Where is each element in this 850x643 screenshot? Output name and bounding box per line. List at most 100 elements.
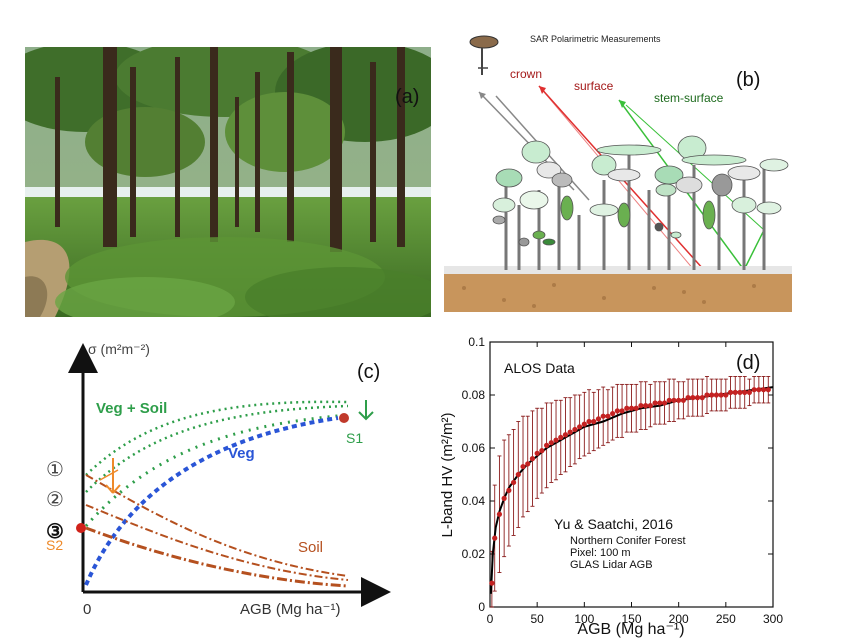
data-point: [586, 418, 592, 425]
annotation-line-1: Northern Conifer Forest: [570, 535, 686, 547]
veg-soil-label: Veg + Soil: [96, 400, 167, 417]
data-point: [548, 440, 554, 446]
data-point: [638, 403, 644, 409]
orange-down-arrow: [105, 458, 121, 494]
data-point: [600, 413, 606, 419]
data-point: [501, 495, 507, 501]
origin-label: 0: [83, 601, 91, 618]
veg-curve: [84, 416, 339, 586]
x-tick-label: 150: [621, 612, 641, 626]
data-point: [510, 479, 517, 486]
data-point: [760, 387, 767, 393]
y-tick-label: 0.06: [462, 441, 486, 455]
data-point: [694, 395, 701, 401]
marker-2: ②: [46, 489, 64, 511]
data-point: [756, 387, 762, 393]
y-axis-title: L-band HV (m²/m²): [439, 412, 456, 537]
data-point: [624, 405, 630, 411]
veg-label: Veg: [228, 445, 255, 462]
crown-label: crown: [510, 67, 542, 81]
data-point: [680, 397, 686, 403]
soil-curve-3: [85, 526, 349, 588]
data-point: [567, 429, 573, 435]
marker-3: ③: [46, 521, 64, 543]
data-point: [742, 389, 748, 395]
data-point: [676, 397, 682, 403]
y-axis-label: σ (m²m⁻²): [88, 341, 150, 357]
data-point: [699, 395, 705, 401]
sar-diagram-svg: SAR Polarimetric Measurements (b) crown …: [444, 34, 792, 312]
data-point: [643, 403, 649, 409]
annotation-line-2: Pixel: 100 m: [570, 547, 631, 559]
data-point: [718, 392, 724, 398]
data-point: [737, 389, 743, 395]
data-point: [496, 511, 503, 517]
data-point: [558, 434, 564, 440]
backscatter-concept: σ (m²m⁻²) AGB (Mg ha⁻¹) 0 (c) Veg + Soil…: [28, 330, 400, 620]
x-axis-title: AGB (Mg ha⁻¹): [577, 621, 684, 638]
data-point: [727, 389, 734, 395]
data-point: [520, 463, 526, 470]
data-point: [709, 392, 715, 398]
data-point: [746, 389, 753, 395]
x-tick-label: 50: [530, 612, 544, 626]
data-point: [765, 387, 771, 393]
x-tick-label: 250: [716, 612, 736, 626]
data-point: [751, 387, 757, 393]
data-point: [619, 408, 625, 414]
data-point: [614, 408, 620, 414]
y-tick-label: 0.08: [462, 388, 486, 402]
soil-curve-2: [85, 504, 349, 581]
data-point: [577, 424, 583, 430]
data-point: [489, 580, 495, 586]
veg-soil-curve-2: [85, 404, 349, 493]
concept-svg: σ (m²m⁻²) AGB (Mg ha⁻¹) 0 (c) Veg + Soil…: [46, 341, 391, 618]
stem-surface-label: stem-surface: [654, 91, 724, 105]
s1-arrow: [358, 400, 374, 421]
x-tick-label: 300: [763, 612, 783, 626]
sar-diagram: SAR Polarimetric Measurements (b) crown …: [444, 30, 792, 312]
s1-label: S1: [346, 430, 363, 446]
x-tick-label: 100: [574, 612, 594, 626]
data-point: [666, 397, 672, 403]
alos-chart-svg: 0 50 100 150 200 250 300 0 0.02 0.04 0.06 0.08 0.1 A…: [439, 335, 783, 638]
data-point: [723, 392, 729, 398]
annotation-title: Yu & Saatchi, 2016: [554, 516, 673, 532]
data-point: [595, 416, 602, 422]
data-point: [713, 392, 719, 398]
y-tick-label: 0: [478, 600, 485, 614]
annotation-line-3: GLAS Lidar AGB: [570, 559, 653, 571]
veg-soil-curve-3: [84, 413, 349, 527]
data-point: [647, 403, 653, 409]
marker-1: ①: [46, 459, 64, 481]
data-point: [539, 448, 545, 454]
data-point: [605, 413, 611, 419]
data-point: [690, 395, 696, 401]
x-axis-label: AGB (Mg ha⁻¹): [240, 601, 340, 618]
data-point: [562, 432, 569, 438]
forest-photo: (a): [0, 37, 455, 327]
soil-curve-1: [85, 474, 349, 577]
data-point: [529, 456, 536, 462]
chart-title: ALOS Data: [504, 360, 575, 376]
data-point: [704, 392, 710, 398]
data-point: [685, 395, 691, 401]
s2-label: S2: [46, 537, 63, 553]
data-point: [506, 487, 512, 493]
data-point: [525, 461, 531, 467]
data-point: [732, 389, 738, 395]
veg-soil-curve-1: [85, 400, 349, 476]
data-point: [671, 397, 677, 403]
panel-d-label: (d): [736, 352, 760, 374]
data-point: [544, 442, 550, 448]
y-tick-label: 0.1: [468, 335, 485, 349]
s1-marker: [339, 413, 349, 423]
data-point: [628, 405, 635, 411]
y-tick-label: 0.04: [462, 494, 486, 508]
surface-label: surface: [574, 79, 614, 93]
data-point: [591, 418, 597, 425]
data-point: [652, 400, 658, 406]
x-tick-label: 200: [669, 612, 689, 626]
data-point: [515, 471, 521, 478]
s2-marker: [76, 523, 86, 533]
